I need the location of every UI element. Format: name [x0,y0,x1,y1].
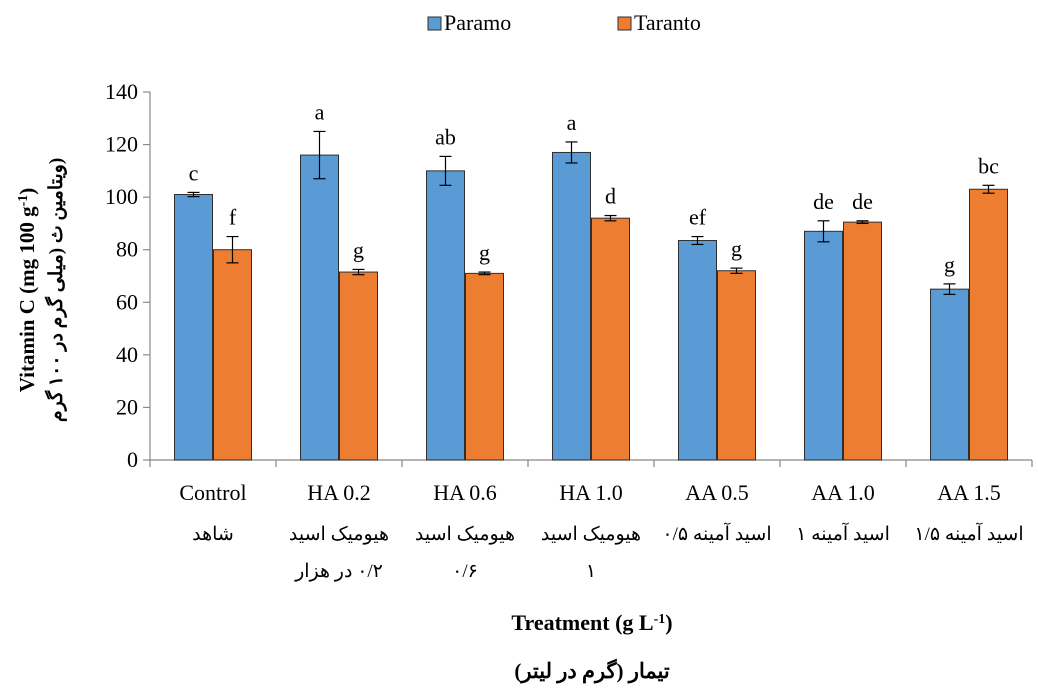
y-tick-label: 40 [116,342,138,367]
x-tick-label-persian: هیومیک اسید [541,524,641,545]
x-tick-label-persian: شاهد [192,524,234,545]
significance-letter: a [567,110,577,135]
bar-taranto [465,272,504,461]
x-tick-label-persian: هیومیک اسید [415,524,515,545]
y-axis-title-persian: (ویتامین ث (میلی گرم در ۱۰۰ گرم [44,158,67,422]
x-axis-title-sup: -1 [654,612,666,627]
significance-letter: g [731,236,742,261]
legend-label-taranto: Taranto [634,10,701,35]
legend-swatch-taranto [617,16,632,31]
x-tick-label: Control [179,480,246,505]
y-tick-label: 100 [105,184,138,209]
bar-paramo [930,288,969,461]
x-tick-label: HA 1.0 [559,480,623,505]
legend-swatch-paramo [427,16,442,31]
x-tick-label-persian: اسید آمینه ۰/۵ [662,522,771,545]
significance-letter: bc [978,153,999,178]
y-tick-label: 60 [116,289,138,314]
bars [174,151,1008,461]
significance-letter: a [315,99,325,124]
bar-taranto [843,221,882,461]
significance-letter: c [189,160,199,185]
significance-letters: c a ab a ef de g f g g d g de bc [189,99,1000,276]
bar-taranto [717,270,756,461]
y-axis: 0 20 40 60 80 100 120 140 [105,79,151,472]
significance-letter: g [944,252,955,277]
x-tick-label-persian: ۱ [586,561,596,582]
legend-label-paramo: Paramo [444,10,511,35]
significance-letter: de [852,189,873,214]
y-tick-label: 80 [116,237,138,262]
significance-letter: ab [435,124,456,149]
bar-taranto [969,188,1008,461]
x-tick-label: AA 1.5 [937,480,1001,505]
x-tick-label-persian: ۰/۶ [452,561,478,582]
significance-letter: de [813,189,834,214]
x-axis-title-close: ) [665,610,672,635]
x-tick-label-persian: اسید آمینه ۱/۵ [914,522,1023,545]
significance-letter: f [229,205,237,230]
y-axis-title-sup: -1 [16,195,31,207]
y-tick-label: 20 [116,394,138,419]
significance-letter: ef [689,205,707,230]
bar-taranto [339,271,378,461]
x-axis-title-persian: تیمار (گرم در لیتر) [514,658,669,684]
significance-letter: g [479,240,490,265]
x-tick-label-persian: اسید آمینه ۱ [796,522,890,545]
y-tick-label: 120 [105,132,138,157]
x-tick-label: HA 0.2 [307,480,371,505]
legend: Paramo Taranto [427,10,701,35]
bar-paramo [552,151,591,461]
x-axis-title-main: Treatment (g L [511,610,653,635]
bar-taranto [213,249,252,461]
x-tick-label-persian: هیومیک اسید [289,524,389,545]
x-tick-label: HA 0.6 [433,480,497,505]
y-axis-title-close: ) [15,188,39,195]
x-axis: Control شاهد HA 0.2 هیومیک اسید ۰/۲ در هزار H… [149,459,1033,582]
y-tick-label: 0 [127,447,138,472]
y-axis-title-english: Vitamin C (mg 100 g-1) [15,188,39,393]
significance-letter: g [353,237,364,262]
y-tick-label: 140 [105,79,138,104]
bar-paramo [426,170,465,461]
bar-paramo [300,154,339,461]
x-tick-label-persian: ۰/۲ در هزار [294,561,383,582]
y-axis-title-main: Vitamin C (mg 100 g [15,206,39,392]
bar-paramo [804,230,843,461]
error-bars [187,130,995,295]
x-axis-title-english: Treatment (g L-1) [511,610,672,635]
x-tick-label: AA 1.0 [811,480,875,505]
x-tick-label: AA 0.5 [685,480,749,505]
bar-paramo [678,240,717,461]
bar-paramo [174,194,213,461]
significance-letter: d [605,184,616,209]
bar-taranto [591,217,630,461]
